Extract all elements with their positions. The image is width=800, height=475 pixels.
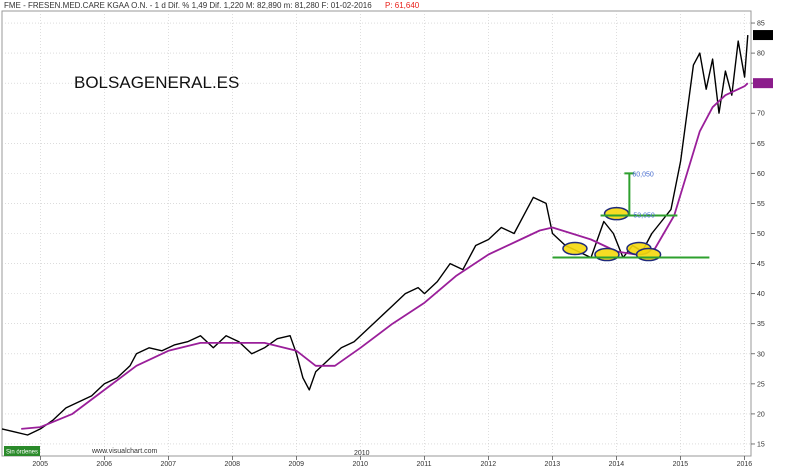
orders-badge-label: Sin órdenes [6, 450, 38, 456]
y-tick-label: 45 [757, 261, 765, 268]
x-tick-label: 2008 [224, 461, 240, 468]
y-tick-label: 80 [757, 51, 765, 58]
target-value-label: 60,050 [632, 171, 654, 178]
x-tick-label: 2006 [96, 461, 112, 468]
annotations-layer: 60,050 53,050 [552, 30, 773, 262]
y-tick-label: 20 [757, 411, 765, 418]
y-tick-label: 50 [757, 231, 765, 238]
site-credit: www.visualchart.com [91, 448, 158, 455]
x-tick-label: 2010 [352, 461, 368, 468]
x-tick-label: 2012 [481, 461, 497, 468]
y-tick-label: 15 [757, 441, 765, 448]
x-tick-label: 2016 [737, 461, 753, 468]
moving-average-line [21, 82, 749, 430]
resistance-value-label: 53,050 [633, 212, 655, 219]
y-axis: 152025303540455055606570758085 [751, 21, 765, 448]
highlight-ellipse [603, 206, 630, 221]
series-layer [1, 35, 749, 436]
last-price-header: P: 61,640 [385, 1, 420, 10]
y-tick-label: 55 [757, 201, 765, 208]
y-tick-label: 60 [757, 171, 765, 178]
watermark: BOLSAGENERAL.ES [74, 73, 239, 92]
last-price-badge [753, 30, 773, 41]
y-tick-label: 85 [757, 21, 765, 28]
chart-header: FME - FRESEN.MED.CARE KGAA O.N. - 1 d Di… [4, 1, 372, 10]
x-tick-label: 2011 [417, 461, 432, 468]
price-series-line [1, 35, 749, 436]
highlight-ellipse [562, 241, 588, 256]
highlight-ellipse [594, 247, 620, 262]
x-tick-label: 2013 [545, 461, 561, 468]
y-tick-label: 35 [757, 321, 765, 328]
y-tick-label: 25 [757, 381, 765, 388]
x-tick-label: 2005 [32, 461, 48, 468]
ma-value-badge [753, 78, 773, 89]
x-tick-label: 2009 [288, 461, 304, 468]
x-tick-label: 2007 [160, 461, 176, 468]
x-axis: 2005 2006 2007 2008 2009 2010 2011 2012 2013 2014… [32, 456, 752, 468]
highlight-ellipse [635, 247, 662, 262]
y-tick-label: 30 [757, 351, 765, 358]
y-tick-label: 40 [757, 291, 765, 298]
y-tick-label: 70 [757, 111, 765, 118]
orders-badge[interactable] [4, 446, 40, 456]
x-tick-label: 2014 [609, 461, 625, 468]
scroll-year-label: 2010 [354, 450, 370, 457]
y-tick-label: 65 [757, 141, 765, 148]
x-tick-label: 2015 [673, 461, 689, 468]
